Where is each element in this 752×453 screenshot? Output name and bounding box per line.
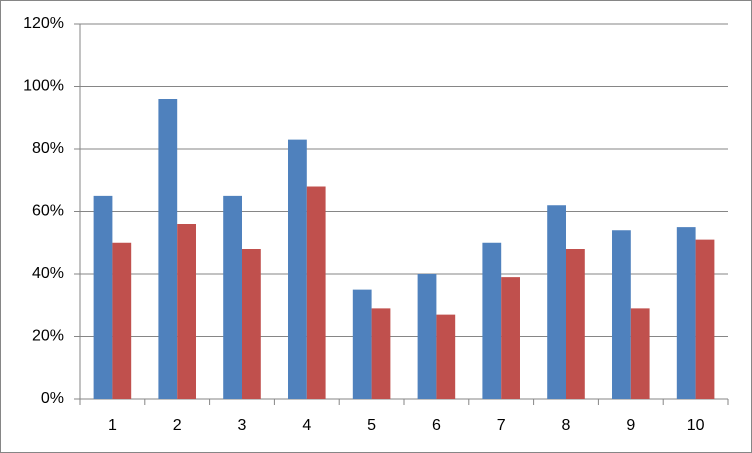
bar (371, 308, 391, 399)
bar (93, 195, 113, 399)
y-tick-label: 60% (32, 203, 64, 220)
x-tick-label: 7 (497, 417, 506, 434)
bar (630, 308, 650, 399)
x-tick-label: 3 (238, 417, 247, 434)
bar (288, 139, 307, 399)
bar (676, 227, 696, 399)
bar (501, 277, 520, 399)
bar (695, 239, 715, 399)
bar (242, 249, 261, 399)
y-tick-label: 120% (23, 15, 64, 32)
bar (177, 224, 196, 399)
bar (566, 249, 585, 399)
bar (158, 99, 178, 399)
bar (223, 195, 242, 399)
y-tick-label: 80% (32, 140, 64, 157)
bar (547, 205, 566, 399)
x-tick-label: 6 (432, 417, 441, 434)
y-tick-label: 100% (23, 78, 64, 95)
bar (612, 230, 631, 399)
x-tick-label: 4 (302, 417, 311, 434)
bar (306, 186, 326, 399)
x-tick-label: 10 (687, 417, 705, 434)
x-tick-label: 9 (626, 417, 635, 434)
x-tick-label: 1 (108, 417, 117, 434)
bar (352, 289, 372, 399)
y-tick-label: 40% (32, 265, 64, 282)
bar (436, 314, 456, 399)
bar (112, 242, 132, 399)
bar (417, 274, 437, 399)
y-tick-label: 0% (41, 390, 64, 407)
x-tick-label: 8 (562, 417, 571, 434)
x-tick-label: 5 (367, 417, 376, 434)
y-tick-label: 20% (32, 328, 64, 345)
bar (482, 242, 502, 399)
x-tick-label: 2 (173, 417, 182, 434)
